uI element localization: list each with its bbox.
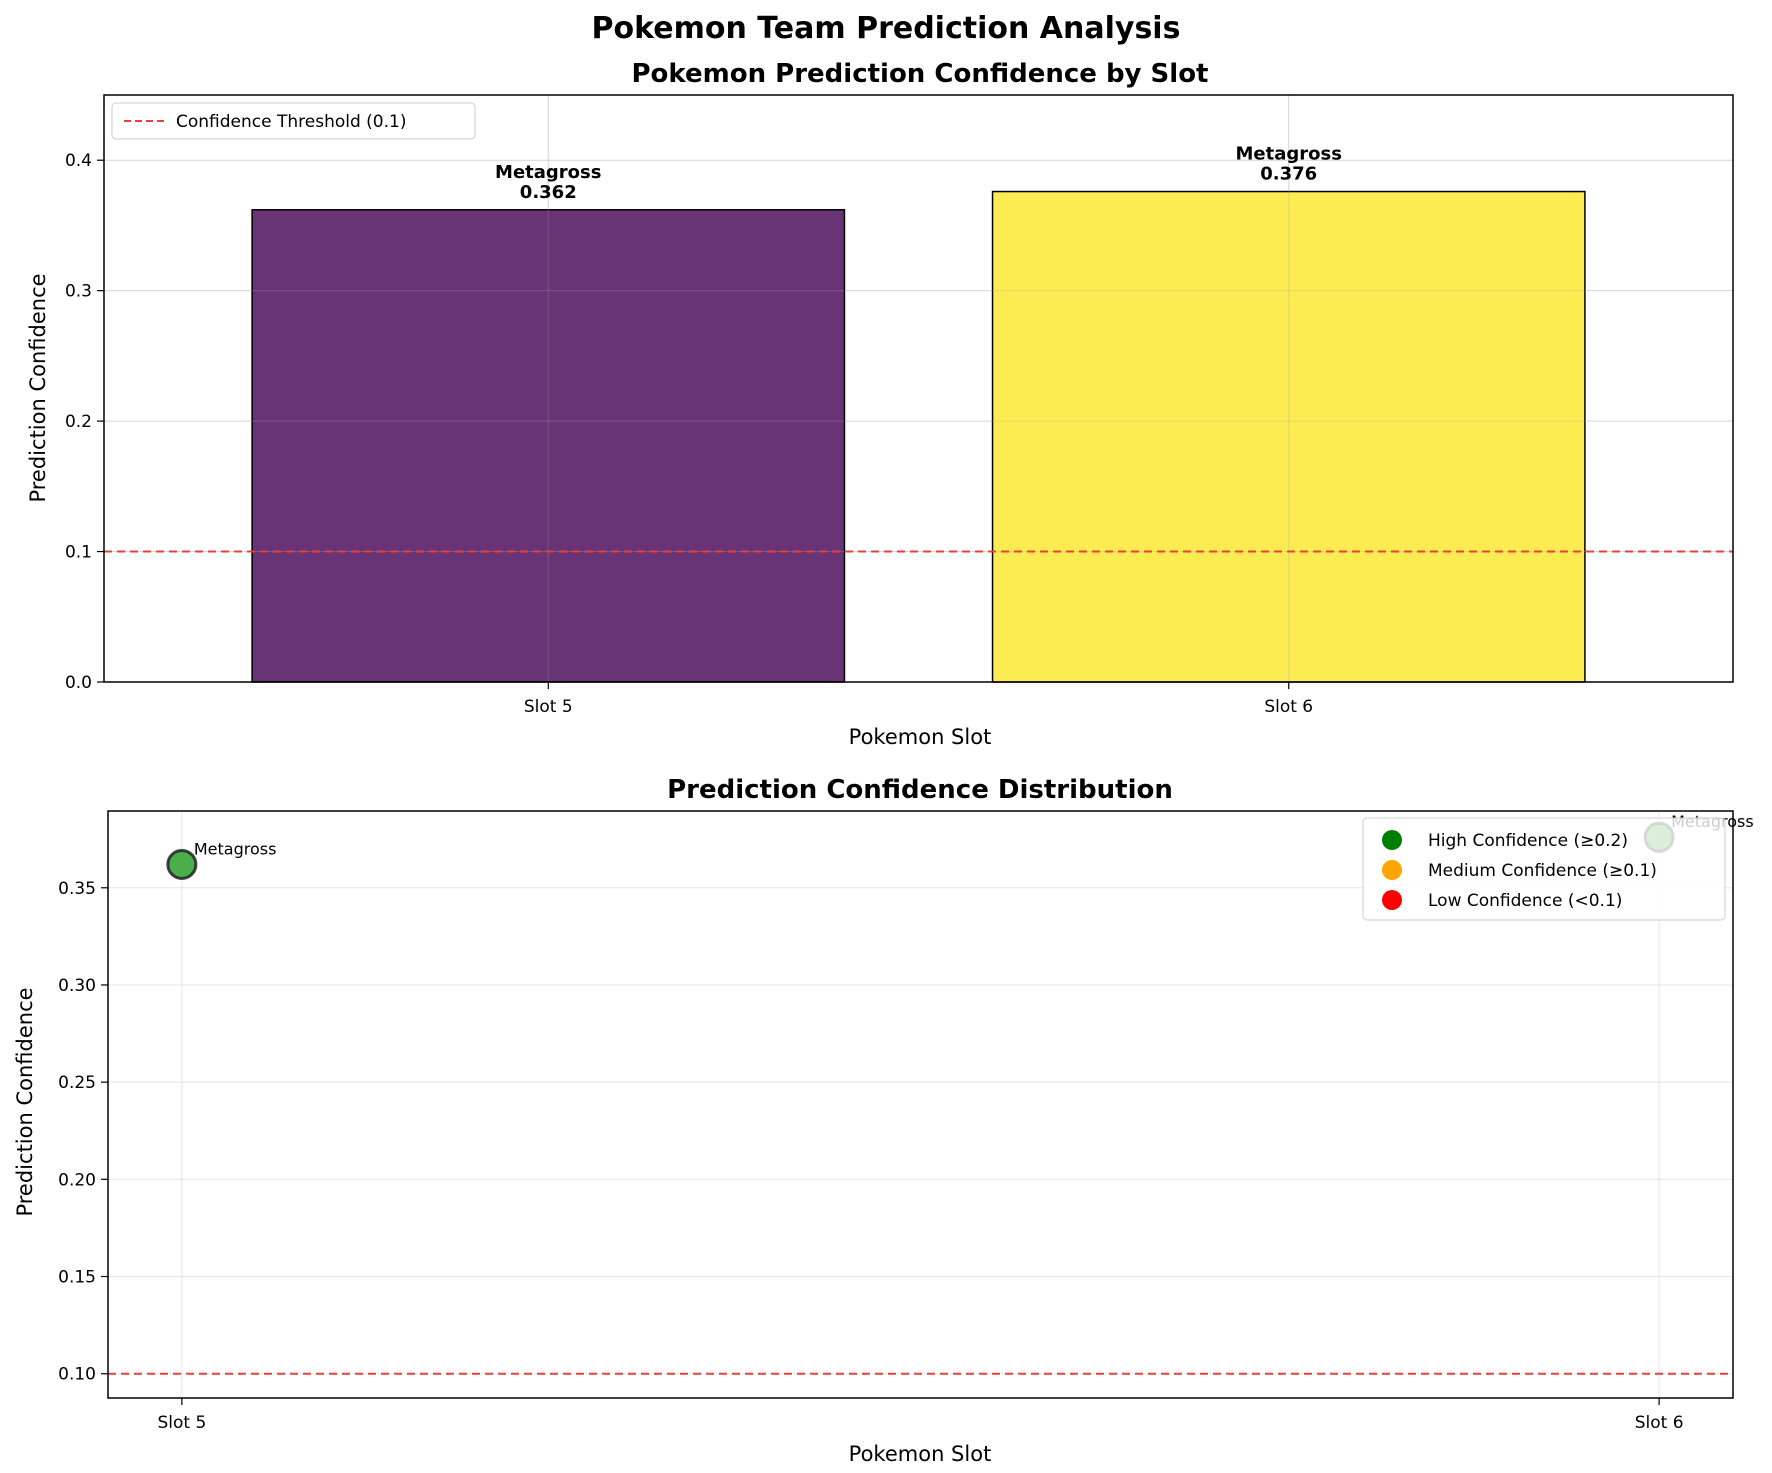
bar-pokemon-label: Metagross xyxy=(1236,144,1342,165)
bar-chart-xtick-label: Slot 6 xyxy=(1264,697,1313,717)
bar-chart-ylabel: Prediction Confidence xyxy=(26,273,50,502)
scatter-point-label: Metagross xyxy=(194,839,277,858)
scatter-chart-ytick-label: 0.30 xyxy=(58,976,96,996)
bar-chart-title: Pokemon Prediction Confidence by Slot xyxy=(632,59,1209,89)
bar-chart-xtick-label: Slot 5 xyxy=(524,697,573,717)
legend-entry-label: High Confidence (≥0.2) xyxy=(1428,831,1628,851)
scatter-chart-ytick-label: 0.25 xyxy=(58,1073,96,1093)
legend-threshold-label: Confidence Threshold (0.1) xyxy=(176,112,406,132)
scatter-chart-xtick-label: Slot 5 xyxy=(157,1413,206,1433)
bar-chart-panel: Pokemon Prediction Confidence by Slot Me… xyxy=(26,59,1734,749)
bar-pokemon-label: Metagross xyxy=(495,162,601,183)
scatter-chart-title: Prediction Confidence Distribution xyxy=(667,775,1173,805)
legend-entry-label: Medium Confidence (≥0.1) xyxy=(1428,861,1657,881)
scatter-chart-xtick-label: Slot 6 xyxy=(1635,1413,1684,1433)
scatter-chart-frame xyxy=(107,810,1734,1399)
bar-chart-ytick-label: 0.0 xyxy=(65,673,92,693)
legend-entry-label: Low Confidence (<0.1) xyxy=(1428,891,1622,911)
legend-marker-icon xyxy=(1382,830,1402,850)
scatter-chart-ytick-label: 0.20 xyxy=(58,1170,96,1190)
bar-chart-ytick-label: 0.4 xyxy=(65,151,92,171)
scatter-chart-ylabel: Prediction Confidence xyxy=(13,987,37,1216)
bar-chart-ytick-label: 0.3 xyxy=(65,282,92,302)
bar-slot-6 xyxy=(991,190,1586,683)
bar-chart-ytick-label: 0.1 xyxy=(65,543,92,563)
legend-marker-icon xyxy=(1382,860,1402,880)
scatter-point-slot-5 xyxy=(166,848,198,880)
bar-value-label: 0.376 xyxy=(1260,164,1317,185)
scatter-chart-legend: High Confidence (≥0.2) Medium Confidence … xyxy=(1362,817,1726,921)
figure-suptitle: Pokemon Team Prediction Analysis xyxy=(592,11,1181,46)
bar-chart-legend: Confidence Threshold (0.1) xyxy=(111,102,476,140)
bar-chart-ytick-label: 0.2 xyxy=(65,412,92,432)
scatter-chart-ytick-label: 0.35 xyxy=(58,879,96,899)
legend-marker-icon xyxy=(1382,890,1402,910)
scatter-chart-xlabel: Pokemon Slot xyxy=(849,1442,992,1466)
scatter-chart-ytick-label: 0.15 xyxy=(58,1268,96,1288)
bar-value-label: 0.362 xyxy=(520,182,577,203)
scatter-chart-ytick-label: 0.10 xyxy=(58,1365,96,1385)
scatter-chart-panel: Prediction Confidence Distribution Metag… xyxy=(13,775,1754,1466)
bar-chart-frame xyxy=(103,94,1734,683)
bar-chart-xlabel: Pokemon Slot xyxy=(849,725,992,749)
